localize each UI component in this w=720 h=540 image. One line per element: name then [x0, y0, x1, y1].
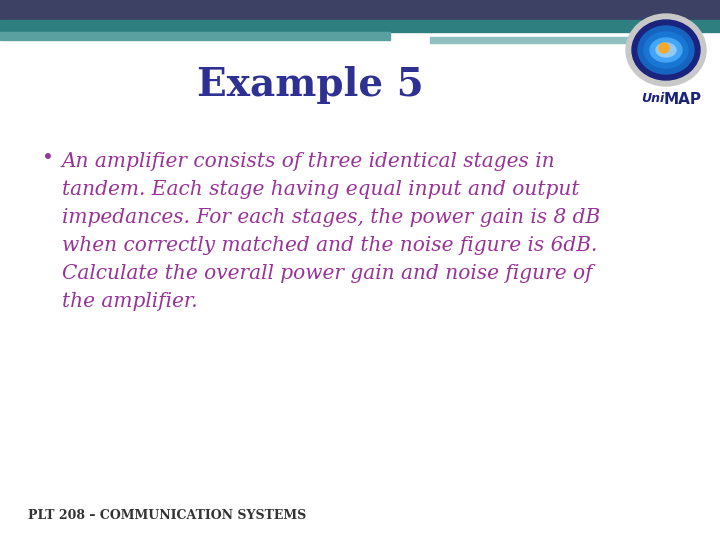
- Circle shape: [659, 43, 669, 53]
- Text: MAP: MAP: [664, 92, 702, 107]
- Ellipse shape: [644, 32, 688, 68]
- Ellipse shape: [632, 20, 700, 80]
- Bar: [430, 37, 630, 43]
- Text: An amplifier consists of three identical stages in: An amplifier consists of three identical…: [62, 152, 556, 171]
- Text: PLT 208 – COMMUNICATION SYSTEMS: PLT 208 – COMMUNICATION SYSTEMS: [28, 509, 306, 522]
- Ellipse shape: [650, 38, 682, 62]
- Bar: [0, 20, 720, 32]
- Text: tandem. Each stage having equal input and output: tandem. Each stage having equal input an…: [62, 180, 580, 199]
- Text: Uni: Uni: [641, 92, 664, 105]
- Ellipse shape: [656, 43, 676, 57]
- Text: when correctly matched and the noise figure is 6dB.: when correctly matched and the noise fig…: [62, 236, 598, 255]
- Text: Calculate the overall power gain and noise figure of: Calculate the overall power gain and noi…: [62, 264, 593, 283]
- Text: •: •: [42, 148, 54, 167]
- Bar: [0, 32, 390, 40]
- Text: the amplifier.: the amplifier.: [62, 292, 197, 311]
- Ellipse shape: [638, 26, 694, 74]
- Text: Example 5: Example 5: [197, 66, 423, 104]
- Text: impedances. For each stages, the power gain is 8 dB: impedances. For each stages, the power g…: [62, 208, 600, 227]
- Ellipse shape: [626, 14, 706, 86]
- Bar: [0, 0, 720, 20]
